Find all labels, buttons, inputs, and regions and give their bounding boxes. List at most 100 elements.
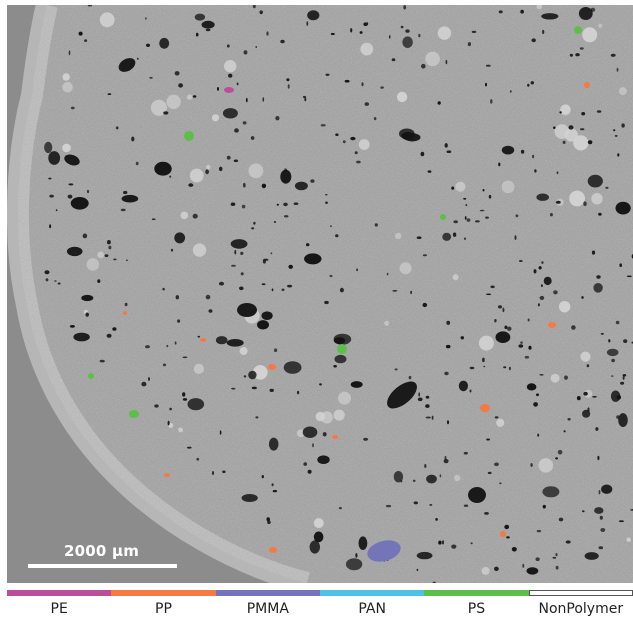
pore: [569, 125, 574, 129]
inclusion: [224, 60, 236, 72]
legend-swatch-pe: [7, 590, 111, 596]
pore: [556, 553, 558, 556]
pore: [435, 518, 438, 521]
pore: [263, 259, 268, 261]
polymer-particle-ps: [88, 373, 94, 379]
polymer-particle-pp: [332, 435, 338, 439]
pore: [444, 372, 448, 375]
legend-label-pan: PAN: [358, 601, 386, 617]
inclusion: [194, 364, 204, 374]
pore: [502, 146, 514, 155]
pore: [570, 54, 573, 57]
cavity: [468, 487, 486, 503]
pore: [537, 530, 541, 532]
pore: [234, 250, 236, 255]
pore: [122, 195, 139, 203]
pore: [520, 341, 523, 343]
pore: [404, 133, 420, 141]
pore: [71, 107, 75, 110]
pore: [453, 220, 458, 223]
pore: [528, 319, 530, 322]
pore: [100, 360, 105, 363]
pore: [355, 553, 357, 558]
pore: [482, 358, 485, 363]
pore: [537, 434, 539, 437]
pore: [611, 375, 613, 377]
pore: [251, 227, 254, 229]
polymer-particle-pp: [200, 338, 206, 342]
pore: [304, 98, 306, 101]
pore: [590, 8, 595, 12]
pore: [237, 83, 239, 86]
inclusion: [360, 43, 373, 56]
pore: [176, 295, 179, 299]
legend-item-pe: PE: [7, 590, 111, 620]
pore: [438, 541, 441, 545]
pore: [284, 215, 289, 217]
pore: [451, 545, 456, 549]
pore: [421, 64, 426, 69]
pore: [67, 247, 83, 256]
pore: [205, 169, 209, 174]
pore: [571, 325, 576, 330]
pore: [243, 121, 247, 124]
pore: [471, 542, 473, 544]
inclusion: [87, 258, 100, 271]
pore: [263, 97, 265, 102]
pore: [363, 22, 367, 26]
pore: [202, 21, 215, 29]
pore: [426, 417, 431, 419]
pore: [79, 32, 83, 36]
polymer-particle-pp: [548, 322, 556, 328]
pore: [306, 243, 309, 246]
inclusion: [479, 336, 494, 351]
pore: [274, 221, 276, 223]
pore: [361, 82, 363, 86]
pore: [392, 290, 397, 292]
pore: [244, 50, 248, 54]
pore: [317, 455, 329, 464]
pore: [414, 501, 418, 504]
inclusion: [551, 374, 560, 383]
pore: [69, 50, 71, 55]
inclusion: [619, 87, 627, 95]
pore: [533, 402, 538, 407]
inclusion: [539, 458, 554, 473]
pore: [345, 80, 350, 83]
pore: [333, 365, 337, 368]
pore: [193, 95, 197, 97]
scale-bar: [28, 564, 177, 568]
pore: [326, 74, 330, 76]
legend-swatch-ps: [424, 590, 528, 596]
pore: [536, 194, 549, 201]
pore: [593, 283, 602, 293]
pore: [611, 359, 615, 363]
inclusion: [212, 114, 219, 121]
pore: [83, 234, 88, 239]
pore: [277, 204, 279, 206]
pore: [356, 161, 361, 164]
pore: [468, 42, 471, 46]
pore: [350, 28, 352, 32]
inclusion: [316, 412, 325, 421]
inclusion: [206, 165, 211, 170]
pore: [107, 240, 111, 244]
pore: [319, 383, 322, 385]
pore: [597, 456, 599, 460]
pore: [219, 282, 224, 286]
pore: [171, 249, 173, 252]
pore: [402, 36, 412, 48]
pore: [619, 520, 624, 522]
pore: [453, 233, 456, 237]
pore: [169, 176, 171, 178]
pore: [585, 552, 599, 560]
pore: [446, 345, 451, 348]
pore: [621, 123, 624, 127]
pore: [616, 321, 620, 325]
pore: [351, 381, 363, 388]
pore: [530, 463, 532, 467]
polymer-particle-pp: [123, 311, 127, 315]
pore: [557, 171, 559, 174]
pore: [198, 336, 201, 338]
pore: [485, 217, 489, 219]
